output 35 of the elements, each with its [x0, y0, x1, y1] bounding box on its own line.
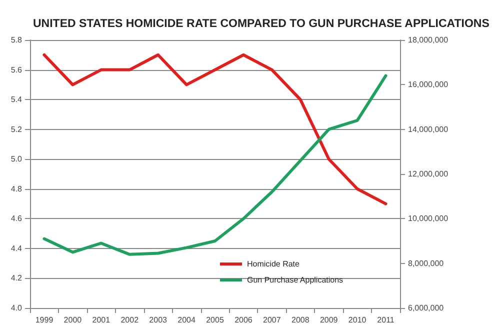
- x-tick-label: 2010: [348, 316, 367, 324]
- y-tick-label: 4.8: [10, 184, 23, 194]
- x-tick-label: 2007: [263, 316, 282, 324]
- x-tick-label: 2006: [234, 316, 253, 324]
- x-tick-label: 2008: [291, 316, 310, 324]
- y-tick-label: 4.4: [10, 244, 23, 253]
- x-tick-label: 2009: [320, 316, 338, 324]
- chart-title: UNITED STATES HOMICIDE RATE COMPARED TO GUN PURCHASE APPLICATIONS: [33, 18, 490, 30]
- y-tick-label: 5.2: [10, 124, 23, 134]
- y2-tick-label: 16,000,000: [408, 80, 449, 90]
- x-tick-label: 2002: [120, 316, 140, 324]
- x-tick-label: 2011: [377, 316, 395, 324]
- y2-tick-label: 18,000,000: [408, 36, 449, 44]
- legend-label: Homicide Rate: [247, 260, 300, 268]
- y-tick-label: 4.0: [10, 304, 23, 312]
- x-tick-label: 2000: [64, 316, 82, 324]
- x-tick-label: 2005: [206, 316, 224, 324]
- y-tick-label: 5.0: [10, 154, 23, 164]
- y2-tick-label: 14,000,000: [408, 124, 449, 134]
- y2-tick-label: 8,000,000: [408, 258, 444, 268]
- y-tick-label: 4.6: [10, 214, 23, 224]
- y2-tick-label: 12,000,000: [408, 170, 449, 178]
- x-tick-label: 1999: [35, 316, 54, 324]
- y-tick-label: 5.8: [10, 36, 23, 44]
- y2-tick-label: 10,000,000: [408, 214, 449, 224]
- x-tick-label: 2003: [149, 316, 168, 324]
- x-tick-label: 2001: [92, 316, 111, 324]
- legend-label: Gun Purchase Applications: [247, 276, 344, 284]
- y2-tick-label: 6,000,000: [408, 304, 444, 312]
- line-series: [42, 53, 388, 206]
- y-tick-label: 4.2: [10, 274, 23, 283]
- line-series: [42, 74, 388, 256]
- y-tick-label: 5.6: [10, 65, 23, 74]
- y-tick-label: 5.4: [10, 95, 23, 104]
- x-tick-label: 2004: [178, 316, 196, 324]
